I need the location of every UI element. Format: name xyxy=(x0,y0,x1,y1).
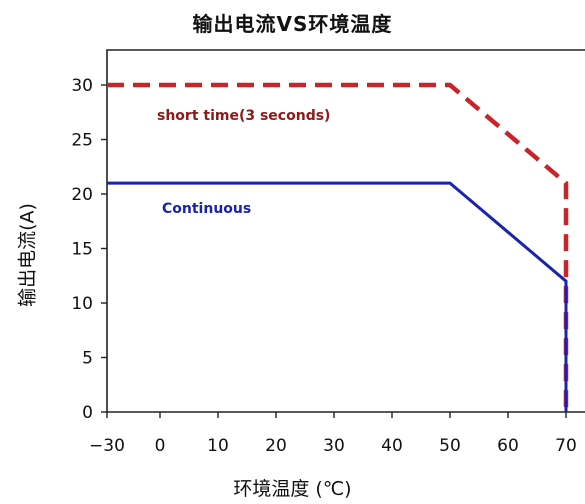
y-tick-label: 0 xyxy=(82,403,93,423)
x-tick-label: 30 xyxy=(323,436,345,456)
y-tick-label: 10 xyxy=(71,294,93,314)
x-tick-label: −30 xyxy=(89,436,125,456)
x-axis-label: 环境温度 (℃) xyxy=(233,478,352,500)
series-label-continuous: Continuous xyxy=(162,201,251,217)
x-tick-label: 20 xyxy=(265,436,287,456)
continuous-series-line xyxy=(107,181,568,412)
x-tick-label: 0 xyxy=(155,436,166,456)
x-tick-label: 40 xyxy=(381,436,403,456)
plot-frame xyxy=(106,49,585,413)
y-tick-label: 25 xyxy=(71,131,93,151)
x-tick-label: 60 xyxy=(497,436,519,456)
chart-title: 输出电流VS环境温度 xyxy=(192,12,393,36)
short-time-series-line xyxy=(107,82,569,412)
x-tick-label: 50 xyxy=(439,436,461,456)
x-tick-label: 70 xyxy=(555,436,577,456)
y-tick-label: 15 xyxy=(71,240,93,260)
series-label-short-time: short time(3 seconds) xyxy=(157,108,330,124)
y-tick-label: 30 xyxy=(71,76,93,96)
y-tick-label: 5 xyxy=(82,349,93,369)
y-tick-label: 20 xyxy=(71,185,93,205)
x-tick-label: 10 xyxy=(207,436,229,456)
